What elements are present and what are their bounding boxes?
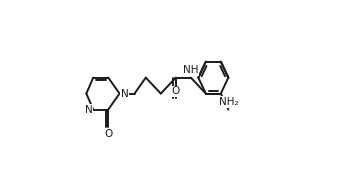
Text: O: O <box>172 86 180 96</box>
Text: NH: NH <box>183 65 199 75</box>
Text: O: O <box>104 129 112 139</box>
Text: N: N <box>84 105 92 115</box>
Text: N: N <box>121 89 128 98</box>
Text: NH₂: NH₂ <box>219 97 238 107</box>
